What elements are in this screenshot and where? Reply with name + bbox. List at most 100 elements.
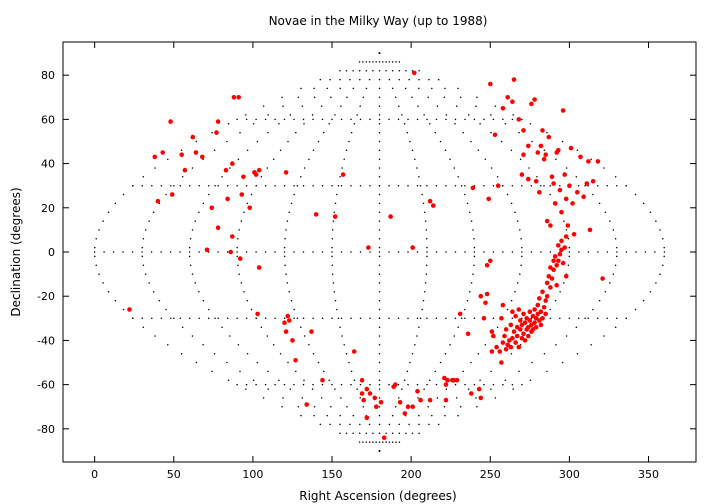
graticule-dot xyxy=(615,317,618,320)
graticule-dot xyxy=(191,273,194,275)
graticule-dot xyxy=(148,220,150,222)
graticule-dot xyxy=(141,246,144,249)
graticule-dot xyxy=(122,193,125,196)
graticule-dot xyxy=(246,149,249,152)
graticule-dot xyxy=(606,184,608,187)
graticule-dot xyxy=(437,423,440,426)
graticule-dot xyxy=(391,441,394,443)
graticule-dot xyxy=(349,423,351,426)
nova-point xyxy=(282,320,287,326)
graticule-dot xyxy=(341,335,343,337)
graticule-dot xyxy=(378,167,381,169)
graticule-dot xyxy=(378,361,381,364)
graticule-dot xyxy=(511,383,514,386)
graticule-dot xyxy=(107,291,110,293)
graticule-dot xyxy=(378,176,381,178)
graticule-dot xyxy=(418,326,420,328)
nova-point xyxy=(499,360,504,365)
graticule-dot xyxy=(454,383,457,386)
graticule-dot xyxy=(397,383,400,386)
graticule-dot xyxy=(238,273,240,275)
graticule-dot xyxy=(313,96,316,99)
nova-point xyxy=(559,209,564,215)
nova-point xyxy=(516,117,522,122)
graticule-dot xyxy=(407,184,409,187)
graticule-dot xyxy=(479,379,481,381)
graticule-dot xyxy=(549,184,552,187)
graticule-dot xyxy=(425,264,428,267)
graticule-dot xyxy=(189,237,192,240)
nova-point xyxy=(549,174,555,180)
graticule-dot xyxy=(416,317,419,320)
graticule-dot xyxy=(195,140,198,143)
graticule-dot xyxy=(293,308,295,311)
graticule-dot xyxy=(425,229,428,231)
nova-point xyxy=(152,154,158,160)
graticule-dot xyxy=(494,105,497,107)
graticule-dot xyxy=(301,397,304,399)
graticule-dot xyxy=(334,114,336,116)
graticule-dot xyxy=(239,370,241,373)
graticule-dot xyxy=(236,118,238,121)
graticule-dot xyxy=(194,220,196,222)
graticule-dot xyxy=(592,193,594,196)
graticule-dot xyxy=(411,96,413,99)
graticule-dot xyxy=(375,441,377,443)
graticule-dot xyxy=(565,335,568,337)
nova-point xyxy=(535,150,541,155)
graticule-dot xyxy=(506,308,509,311)
nova-point xyxy=(225,196,230,202)
graticule-dot xyxy=(282,397,284,399)
graticule-dot xyxy=(322,131,325,134)
graticule-dot xyxy=(359,184,362,187)
graticule-dot xyxy=(416,251,419,253)
graticule-dot xyxy=(644,251,647,253)
graticule-dot xyxy=(378,202,381,205)
nova-point xyxy=(443,382,449,387)
graticule-dot xyxy=(272,344,275,346)
graticule-dot xyxy=(514,291,516,293)
graticule-dot xyxy=(604,291,607,293)
graticule-dot xyxy=(141,251,143,253)
graticule-dot xyxy=(502,251,504,253)
nova-point xyxy=(526,176,531,182)
graticule-dot xyxy=(385,61,387,63)
graticule-dot xyxy=(492,251,495,253)
graticule-dot xyxy=(217,184,219,187)
nova-point xyxy=(200,154,205,160)
graticule-dot xyxy=(226,317,229,320)
nova-point xyxy=(410,404,416,410)
graticule-dot xyxy=(352,87,355,90)
nova-point xyxy=(427,198,433,204)
graticule-dot xyxy=(469,291,471,293)
graticule-dot xyxy=(148,282,150,284)
graticule-dot xyxy=(625,251,628,253)
nova-point xyxy=(457,311,463,317)
nova-point xyxy=(556,148,561,153)
graticule-dot xyxy=(398,61,401,63)
graticule-dot xyxy=(398,397,400,399)
graticule-dot xyxy=(418,69,420,72)
nova-point xyxy=(488,258,493,264)
graticule-dot xyxy=(339,69,341,72)
nova-point xyxy=(514,333,520,339)
graticule-dot xyxy=(418,87,420,90)
nova-point xyxy=(546,134,552,140)
graticule-dot xyxy=(536,176,538,178)
graticule-dot xyxy=(436,105,439,107)
graticule-dot xyxy=(245,118,248,121)
graticule-dot xyxy=(311,388,314,390)
nova-point xyxy=(155,198,161,204)
graticule-dot xyxy=(397,251,400,253)
graticule-dot xyxy=(282,105,284,107)
graticule-dot xyxy=(512,388,514,390)
nova-point xyxy=(533,324,539,330)
graticule-dot xyxy=(278,379,280,381)
graticule-dot xyxy=(504,379,507,381)
x-tick-label: 250 xyxy=(480,468,501,481)
graticule-dot xyxy=(401,114,403,116)
graticule-dot xyxy=(520,264,522,267)
graticule-dot xyxy=(378,114,381,116)
nova-point xyxy=(510,309,515,315)
graticule-dot xyxy=(358,61,361,63)
